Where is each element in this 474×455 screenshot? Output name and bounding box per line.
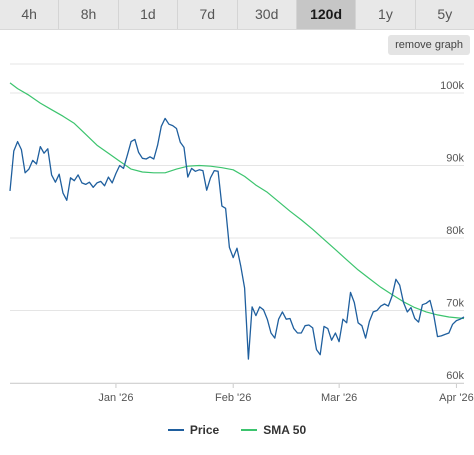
tab-4h[interactable]: 4h (0, 0, 60, 29)
price-chart: 60k 70k 80k 90k 100k Jan '26 Feb '26 Mar '26 Apr… (9, 63, 474, 404)
legend-item-sma[interactable]: SMA 50 (241, 420, 306, 440)
tab-7d[interactable]: 7d (178, 0, 238, 29)
x-tick-label: Mar '26 (321, 392, 357, 404)
tab-120d[interactable]: 120d (296, 0, 357, 29)
chart-legend: Price SMA 50 (0, 420, 474, 440)
tab-5y[interactable]: 5y (437, 6, 453, 22)
y-tick-label: 90k (446, 153, 464, 165)
x-tick-label: Jan '26 (98, 392, 133, 404)
legend-item-price[interactable]: Price (167, 420, 220, 440)
tab-8h[interactable]: 8h (59, 0, 119, 29)
x-tick-label: Feb '26 (215, 392, 251, 404)
tab-30d[interactable]: 30d (238, 0, 297, 29)
tab-1d[interactable]: 1d (119, 0, 179, 29)
remove-graph-button[interactable]: remove graph (388, 35, 470, 55)
timeframe-tabs: 4h 8h 1d 7d 30d 120d 1y 5y (0, 0, 474, 30)
y-tick-label: 100k (440, 80, 464, 92)
x-tick-label: Apr '26 (439, 392, 474, 404)
price-line[interactable] (9, 117, 465, 360)
y-tick-label: 60k (446, 370, 464, 382)
y-tick-label: 80k (446, 225, 464, 237)
tab-1y[interactable]: 1y (356, 0, 416, 29)
legend-swatch-sma (241, 429, 258, 431)
sma-50-line[interactable] (9, 82, 465, 320)
legend-label-sma: SMA 50 (263, 423, 307, 437)
legend-label-price: Price (189, 423, 220, 437)
y-tick-label: 70k (446, 298, 464, 310)
legend-swatch-price (167, 429, 184, 431)
